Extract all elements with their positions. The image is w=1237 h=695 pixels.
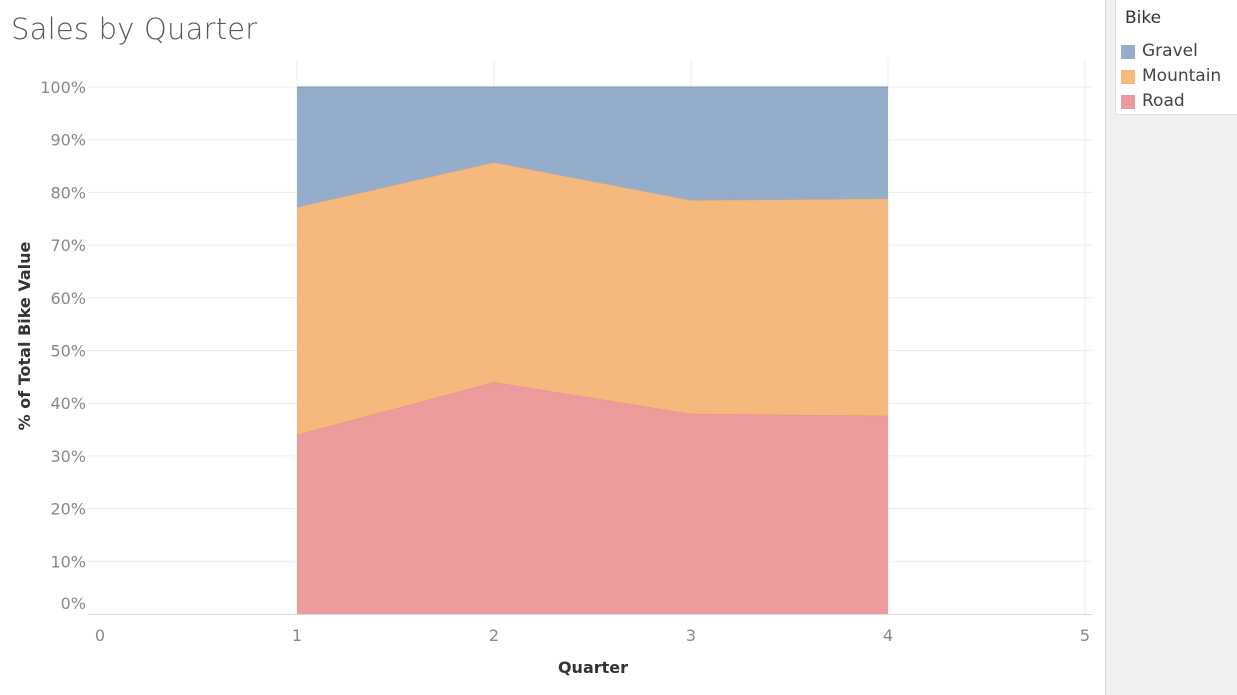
legend-item-mountain[interactable]: Mountain [1121,66,1236,88]
x-tick-label-2: 2 [489,626,499,645]
legend-label-gravel: Gravel [1142,41,1198,61]
y-tick-label-20-: 20% [50,500,86,519]
legend-swatch-mountain [1121,70,1135,84]
area-road [297,382,888,614]
y-tick-label-100-: 100% [40,78,86,97]
chart-title: Sales by Quarter [11,12,258,46]
legend-panel: Bike Gravel Mountain Road [1105,0,1237,695]
y-tick-label-0-: 0% [61,594,86,613]
x-tick-label-1: 1 [292,626,302,645]
y-tick-label-90-: 90% [50,131,86,150]
y-tick-label-80-: 80% [50,183,86,202]
x-tick-label-5: 5 [1080,626,1090,645]
y-tick-label-70-: 70% [50,236,86,255]
area-gravel [297,87,888,208]
area-mountain [297,162,888,435]
y-tick-label-10-: 10% [50,552,86,571]
x-tick-label-4: 4 [883,626,893,645]
legend-label-road: Road [1142,91,1185,111]
y-tick-label-40-: 40% [50,394,86,413]
area-series-group [296,86,889,614]
y-axis-label: % of Total Bike Value [15,241,34,430]
x-axis-label: Quarter [558,658,628,677]
legend-item-road[interactable]: Road [1121,91,1236,113]
legend-swatch-gravel [1121,45,1135,59]
legend-label-mountain: Mountain [1142,66,1222,86]
y-axis-ticks: 0% 10% 20% 30% 40% 50% 60% 70% 80% 90% 100% [40,78,86,613]
y-tick-label-50-: 50% [50,342,86,361]
y-tick-label-30-: 30% [50,447,86,466]
area-chart: 0% 10% 20% 30% 40% 50% 60% 70% 80% 90% 100% 0 1 2 3 4 5… [15,60,1093,677]
x-axis-ticks: 0 1 2 3 4 5 [95,626,1090,645]
x-tick-label-3: 3 [686,626,696,645]
legend: Bike Gravel Mountain Road [1115,0,1237,115]
y-tick-label-60-: 60% [50,289,86,308]
x-tick-label-0: 0 [95,626,105,645]
legend-swatch-road [1121,95,1135,109]
legend-item-gravel[interactable]: Gravel [1121,41,1236,63]
legend-title: Bike [1125,8,1162,28]
